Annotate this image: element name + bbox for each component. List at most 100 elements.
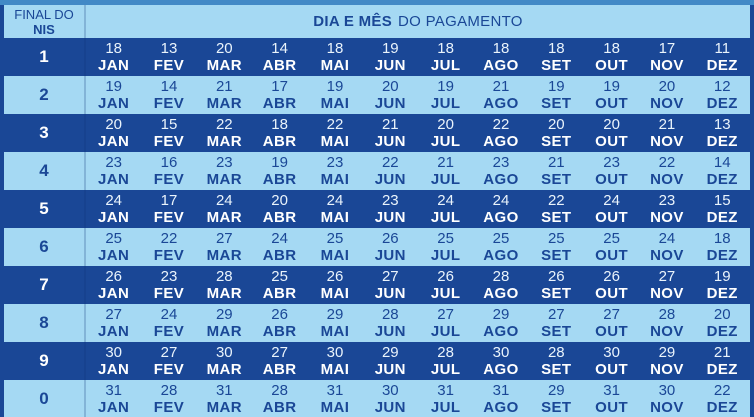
payment-date-cell: 29 NOV	[639, 342, 694, 380]
payment-date-cell: 25 JAN	[86, 228, 141, 266]
payment-day: 19	[271, 154, 288, 171]
payment-day: 30	[658, 382, 676, 399]
payment-month: FEV	[153, 361, 185, 378]
payment-month: JAN	[98, 95, 130, 112]
payment-date-cell: 22 SET	[529, 190, 584, 228]
payment-date-cell: 23 OUT	[584, 152, 639, 190]
payment-month: ABR	[262, 209, 297, 226]
payment-date-cell: 26 JUL	[418, 266, 473, 304]
payment-month: MAR	[206, 361, 242, 378]
payment-day: 30	[603, 344, 620, 361]
payment-day: 22	[160, 230, 178, 247]
payment-date-cell: 19 DEZ	[695, 266, 750, 304]
payment-day: 18	[713, 230, 731, 247]
payment-day: 24	[603, 192, 620, 209]
payment-day: 18	[437, 40, 454, 57]
payment-date-cell: 20 NOV	[639, 76, 694, 114]
payment-date-cell: 23 FEV	[141, 266, 196, 304]
nis-digit: 2	[4, 76, 86, 114]
payment-date-cell: 24 OUT	[584, 190, 639, 228]
payment-date-cell: 19 JUL	[418, 76, 473, 114]
payment-day: 21	[215, 78, 233, 95]
payment-month: AGO	[483, 57, 519, 74]
payment-month: ABR	[262, 361, 297, 378]
payment-month: ABR	[262, 171, 297, 188]
payment-date-cell: 30 NOV	[639, 380, 694, 417]
payment-day: 28	[437, 344, 454, 361]
payment-day: 20	[603, 116, 620, 133]
payment-day: 21	[381, 116, 399, 133]
payment-date-cell: 22 JUN	[363, 152, 418, 190]
payment-day: 26	[105, 268, 122, 285]
payment-date-cell: 17 ABR	[252, 76, 307, 114]
payment-month: JUN	[374, 171, 406, 188]
payment-day: 24	[215, 192, 233, 209]
payment-day: 16	[160, 154, 178, 171]
payment-day: 27	[437, 306, 454, 323]
payment-date-cell: 23 MAR	[197, 152, 252, 190]
payment-month: FEV	[153, 57, 185, 74]
payment-month: JUL	[430, 209, 461, 226]
payment-day: 21	[437, 154, 454, 171]
payment-month: JUN	[374, 209, 406, 226]
payment-date-cell: 19 OUT	[584, 76, 639, 114]
payment-month: ABR	[262, 133, 297, 150]
payment-day: 18	[326, 40, 344, 57]
payment-day: 23	[381, 192, 399, 209]
payment-date-cell: 12 DEZ	[695, 76, 750, 114]
payment-date-cell: 29 AGO	[473, 304, 528, 342]
payment-day: 23	[492, 154, 510, 171]
payment-day: 22	[381, 154, 399, 171]
payment-day: 21	[547, 154, 565, 171]
payment-day: 25	[105, 230, 122, 247]
payment-day: 31	[215, 382, 233, 399]
top-border-strip	[0, 0, 754, 5]
payment-month: JUN	[374, 323, 406, 340]
payment-month: ABR	[262, 323, 297, 340]
payment-date-cell: 23 MAI	[307, 152, 362, 190]
payment-date-cell: 30 AGO	[473, 342, 528, 380]
payment-day: 27	[547, 306, 565, 323]
payment-month: ABR	[262, 247, 297, 264]
payment-date-cell: 22 FEV	[141, 228, 196, 266]
payment-month: DEZ	[706, 247, 738, 264]
payment-day: 18	[271, 116, 288, 133]
payment-date-cell: 29 MAI	[307, 304, 362, 342]
payment-date-cell: 27 NOV	[639, 266, 694, 304]
payment-day: 26	[271, 306, 288, 323]
payment-date-cell: 21 SET	[529, 152, 584, 190]
payment-date-cell: 20 OUT	[584, 114, 639, 152]
payment-day: 22	[658, 154, 676, 171]
payment-day: 18	[603, 40, 620, 57]
nis-digit: 4	[4, 152, 86, 190]
payment-day: 24	[105, 192, 122, 209]
payment-day: 25	[547, 230, 565, 247]
table-title: DIA E MÊS DO PAGAMENTO	[86, 5, 750, 38]
payment-month: JAN	[98, 247, 130, 264]
payment-month: JAN	[98, 57, 130, 74]
payment-month: FEV	[153, 285, 185, 302]
payment-month: OUT	[595, 323, 629, 340]
payment-month: OUT	[595, 133, 629, 150]
payment-month: SET	[541, 133, 572, 150]
payment-date-cell: 29 JUN	[363, 342, 418, 380]
payment-day: 20	[437, 116, 454, 133]
payment-date-cell: 28 MAR	[197, 266, 252, 304]
payment-month: JAN	[98, 323, 130, 340]
payment-date-cell: 21 JUL	[418, 152, 473, 190]
payment-date-cell: 31 MAI	[307, 380, 362, 417]
payment-month: JUL	[430, 285, 461, 302]
payment-date-cell: 22 MAR	[197, 114, 252, 152]
payment-day: 30	[492, 344, 510, 361]
payment-date-cell: 24 MAI	[307, 190, 362, 228]
payment-date-cell: 13 FEV	[141, 38, 196, 76]
payment-month: JUN	[374, 247, 406, 264]
payment-day: 26	[326, 268, 344, 285]
title-bold-part: DIA E MÊS	[313, 13, 393, 30]
payment-month: MAI	[320, 95, 350, 112]
payment-month: OUT	[595, 171, 629, 188]
payment-date-cell: 27 SET	[529, 304, 584, 342]
payment-day: 26	[547, 268, 565, 285]
payment-date-cell: 31 OUT	[584, 380, 639, 417]
